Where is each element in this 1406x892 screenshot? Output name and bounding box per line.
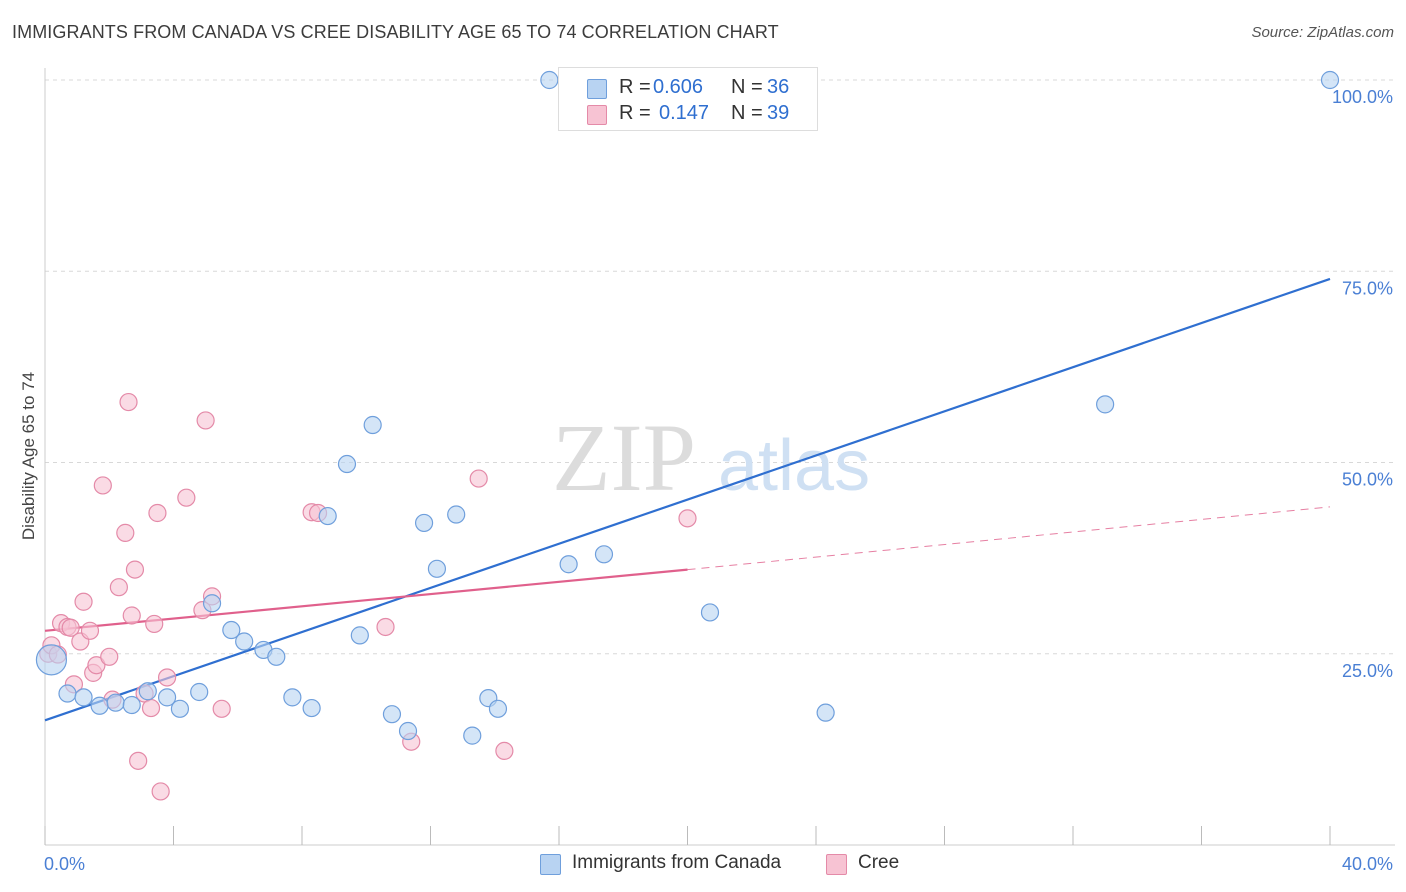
watermark: ZIP atlas (552, 404, 870, 511)
legend-n-value: 39 (767, 102, 790, 124)
legend-n-value: 36 (767, 76, 790, 98)
data-point-canada (463, 726, 482, 745)
legend-r-value: 0.147 (659, 102, 710, 124)
data-point-canada (1096, 395, 1115, 414)
data-point-canada (1320, 70, 1340, 90)
data-point-cree (145, 614, 164, 634)
legend-n-label: N = (731, 76, 763, 98)
data-point-canada (414, 513, 434, 533)
data-point-cree (93, 476, 112, 495)
data-point-cree (74, 592, 93, 611)
trendline-cree (44, 568, 688, 632)
data-point-canada (202, 594, 222, 613)
data-point-cree (119, 392, 138, 412)
data-point-cree (376, 617, 395, 637)
data-point-cree (122, 606, 141, 625)
trendline-cree-extension (687, 506, 1331, 571)
y-axis-title: Disability Age 65 to 74 (19, 372, 38, 540)
legend-row-canada: R = 0.606 N = 36 (559, 76, 817, 102)
data-point-cree (212, 699, 231, 718)
x-tick-label: 0.0% (44, 854, 85, 874)
data-point-canada (283, 688, 302, 707)
data-point-canada (122, 695, 141, 715)
watermark-zip: ZIP (552, 404, 696, 511)
data-point-cree (151, 782, 170, 801)
bottom-legend-label-cree: Cree (858, 852, 900, 873)
data-points (35, 70, 1340, 801)
watermark-atlas: atlas (718, 426, 870, 506)
data-point-canada (222, 620, 241, 640)
data-point-canada (816, 703, 835, 722)
tick-labels: 25.0% 50.0% 75.0% 100.0% 0.0% 40.0% (44, 87, 1393, 874)
data-point-cree (196, 411, 215, 430)
data-point-canada (427, 559, 447, 578)
data-point-canada (363, 415, 382, 435)
data-point-canada (190, 682, 209, 702)
data-point-cree (177, 488, 196, 507)
data-point-cree (469, 469, 488, 488)
data-point-cree (109, 578, 128, 597)
correlation-legend: R = 0.606 N = 36 R = 0.147 N = 39 (558, 67, 818, 131)
y-tick-label: 75.0% (1342, 278, 1393, 298)
data-point-canada (138, 682, 157, 701)
data-point-canada (170, 699, 190, 718)
bottom-legend-swatch-canada (540, 854, 561, 875)
legend-r-value: 0.606 (653, 76, 704, 98)
y-tick-label: 100.0% (1332, 87, 1393, 107)
legend-swatch-cree (587, 105, 607, 125)
data-point-canada (235, 632, 254, 651)
data-point-canada (106, 693, 125, 712)
data-point-canada (318, 506, 337, 526)
data-point-cree (125, 560, 145, 579)
data-point-canada (90, 696, 109, 715)
data-point-canada (267, 647, 286, 666)
data-point-canada (74, 688, 93, 707)
legend-r-label: R = (619, 76, 651, 98)
legend-row-cree: R = 0.147 N = 39 (559, 102, 817, 128)
data-point-canada (302, 698, 321, 718)
data-point-canada (447, 505, 466, 524)
data-point-canada (540, 70, 559, 90)
data-point-canada (350, 626, 369, 645)
data-point-canada (58, 684, 77, 703)
data-point-canada (559, 555, 578, 574)
data-point-canada (594, 545, 614, 564)
data-point-cree (116, 523, 135, 542)
x-tick-label: 40.0% (1342, 854, 1393, 874)
data-point-cree (61, 618, 80, 637)
data-point-cree (129, 751, 148, 770)
data-point-canada (337, 454, 357, 474)
data-point-cree (80, 621, 100, 640)
y-tick-label: 25.0% (1342, 661, 1393, 681)
legend-n-label: N = (731, 102, 763, 124)
bottom-legend-label-canada: Immigrants from Canada (572, 852, 782, 873)
data-point-cree (148, 503, 167, 523)
source-label: Source: ZipAtlas.com (1251, 24, 1394, 41)
data-point-canada (35, 644, 68, 676)
data-point-cree (157, 668, 177, 687)
legend-r-label: R = (619, 102, 651, 124)
data-point-cree (678, 509, 697, 528)
bottom-legend-swatch-cree (826, 854, 847, 875)
data-point-canada (157, 688, 177, 707)
data-point-canada (700, 603, 720, 622)
data-point-cree (141, 698, 161, 718)
axes (44, 68, 1395, 846)
legend-swatch-canada (587, 79, 607, 99)
data-point-canada (488, 699, 508, 718)
data-point-cree (495, 741, 514, 761)
y-tick-label: 50.0% (1342, 470, 1393, 490)
chart-title: IMMIGRANTS FROM CANADA VS CREE DISABILIT… (12, 22, 779, 42)
data-point-canada (382, 705, 402, 724)
data-point-canada (398, 721, 418, 741)
gridlines (45, 79, 1395, 655)
data-point-cree (87, 656, 106, 675)
data-point-cree (100, 647, 119, 666)
